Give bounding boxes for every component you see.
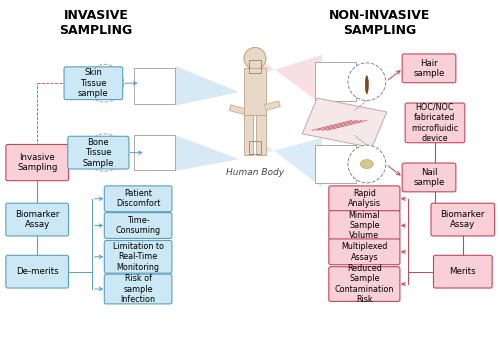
Bar <box>256 116 266 155</box>
Text: Time-
Consuming: Time- Consuming <box>116 216 160 235</box>
Bar <box>134 68 175 104</box>
FancyBboxPatch shape <box>329 239 400 265</box>
FancyBboxPatch shape <box>104 212 172 238</box>
FancyBboxPatch shape <box>64 67 122 100</box>
FancyBboxPatch shape <box>6 203 68 236</box>
Text: Biomarker
Assay: Biomarker Assay <box>440 210 485 229</box>
Text: Risk of
sample
Infection: Risk of sample Infection <box>120 274 156 304</box>
FancyBboxPatch shape <box>104 240 172 273</box>
Text: Reduced
Sample
Contamination
Risk: Reduced Sample Contamination Risk <box>334 264 394 304</box>
Ellipse shape <box>98 71 112 95</box>
FancyBboxPatch shape <box>431 203 494 236</box>
Text: Biomarker
Assay: Biomarker Assay <box>15 210 60 229</box>
Bar <box>134 135 175 170</box>
Bar <box>229 105 245 114</box>
Text: Merits: Merits <box>450 267 476 276</box>
Text: Multiplexed
Assays: Multiplexed Assays <box>341 242 388 261</box>
Polygon shape <box>262 55 322 104</box>
Text: Invasive
Sampling: Invasive Sampling <box>17 153 58 172</box>
Text: Nail
sample: Nail sample <box>414 168 444 187</box>
Text: De-merits: De-merits <box>16 267 58 276</box>
Text: Limitation to
Real-Time
Monitoring: Limitation to Real-Time Monitoring <box>112 242 164 272</box>
Bar <box>244 68 266 116</box>
Circle shape <box>86 64 124 102</box>
Text: Human Body: Human Body <box>226 168 284 177</box>
Bar <box>244 116 254 155</box>
Bar <box>264 101 280 110</box>
Text: Hair
sample: Hair sample <box>414 58 444 78</box>
Text: Minimal
Sample
Volume: Minimal Sample Volume <box>348 211 380 240</box>
FancyBboxPatch shape <box>104 186 172 212</box>
FancyBboxPatch shape <box>329 267 400 302</box>
FancyBboxPatch shape <box>329 211 400 240</box>
Bar <box>315 62 356 101</box>
Polygon shape <box>176 135 239 171</box>
FancyBboxPatch shape <box>104 274 172 304</box>
Text: INVASIVE
SAMPLING: INVASIVE SAMPLING <box>59 9 132 37</box>
Text: NON-INVASIVE
SAMPLING: NON-INVASIVE SAMPLING <box>328 9 430 37</box>
FancyBboxPatch shape <box>434 255 492 288</box>
Text: Patient
Discomfort: Patient Discomfort <box>116 189 160 208</box>
FancyBboxPatch shape <box>402 54 456 83</box>
FancyBboxPatch shape <box>6 144 68 181</box>
Polygon shape <box>176 66 239 105</box>
FancyBboxPatch shape <box>68 136 129 169</box>
FancyBboxPatch shape <box>329 186 400 212</box>
Polygon shape <box>262 138 322 187</box>
FancyBboxPatch shape <box>6 255 68 288</box>
FancyBboxPatch shape <box>405 103 465 143</box>
Circle shape <box>348 145 386 183</box>
FancyBboxPatch shape <box>402 163 456 192</box>
Circle shape <box>86 134 124 171</box>
Text: Skin
Tissue
sample: Skin Tissue sample <box>78 68 108 98</box>
Ellipse shape <box>366 76 368 94</box>
Bar <box>315 145 356 183</box>
Bar <box>248 61 262 73</box>
Circle shape <box>348 63 386 101</box>
Ellipse shape <box>360 159 374 169</box>
Circle shape <box>244 48 266 69</box>
Polygon shape <box>302 98 386 148</box>
Text: Rapid
Analysis: Rapid Analysis <box>348 189 381 208</box>
Ellipse shape <box>98 147 112 158</box>
Bar <box>248 141 262 154</box>
Text: Bone
Tissue
Sample: Bone Tissue Sample <box>82 138 114 168</box>
Text: HOC/NOC
fabricated
microfluidic
device: HOC/NOC fabricated microfluidic device <box>412 103 459 143</box>
